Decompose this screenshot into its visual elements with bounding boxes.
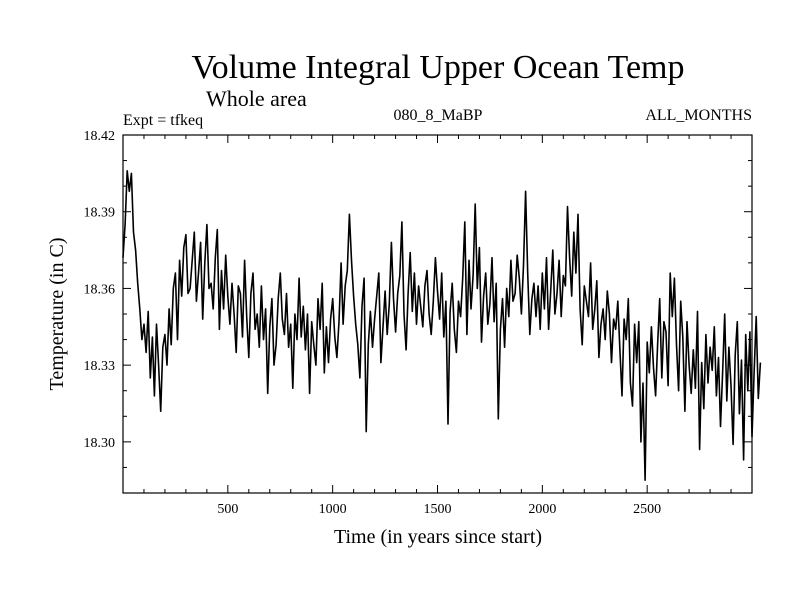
x-tick-label-3: 2000	[528, 502, 556, 517]
x-tick-label-2: 1500	[424, 502, 452, 517]
chart-subtitle: Whole area	[206, 86, 307, 111]
header-left: Expt = tfkeq	[123, 112, 203, 129]
y-tick-label-2: 18.36	[84, 282, 116, 297]
chart-title: Volume Integral Upper Ocean Temp	[192, 49, 685, 86]
x-tick-label-4: 2500	[633, 502, 661, 517]
plot-frame	[122, 134, 753, 494]
y-tick-label-4: 18.42	[84, 129, 116, 144]
y-tick-label-3: 18.39	[84, 206, 116, 221]
y-tick-label-1: 18.33	[84, 359, 116, 374]
series-line-0	[122, 170, 762, 482]
x-tick-label-0: 500	[217, 502, 238, 517]
x-axis-label: Time (in years since start)	[334, 526, 542, 548]
y-axis-label: Temperature (in C)	[46, 238, 68, 391]
header-right: ALL_MONTHS	[645, 107, 752, 124]
plot-area	[122, 170, 762, 482]
header-center: 080_8_MaBP	[394, 107, 483, 124]
x-tick-label-1: 1000	[319, 502, 347, 517]
y-tick-label-0: 18.30	[84, 436, 116, 451]
